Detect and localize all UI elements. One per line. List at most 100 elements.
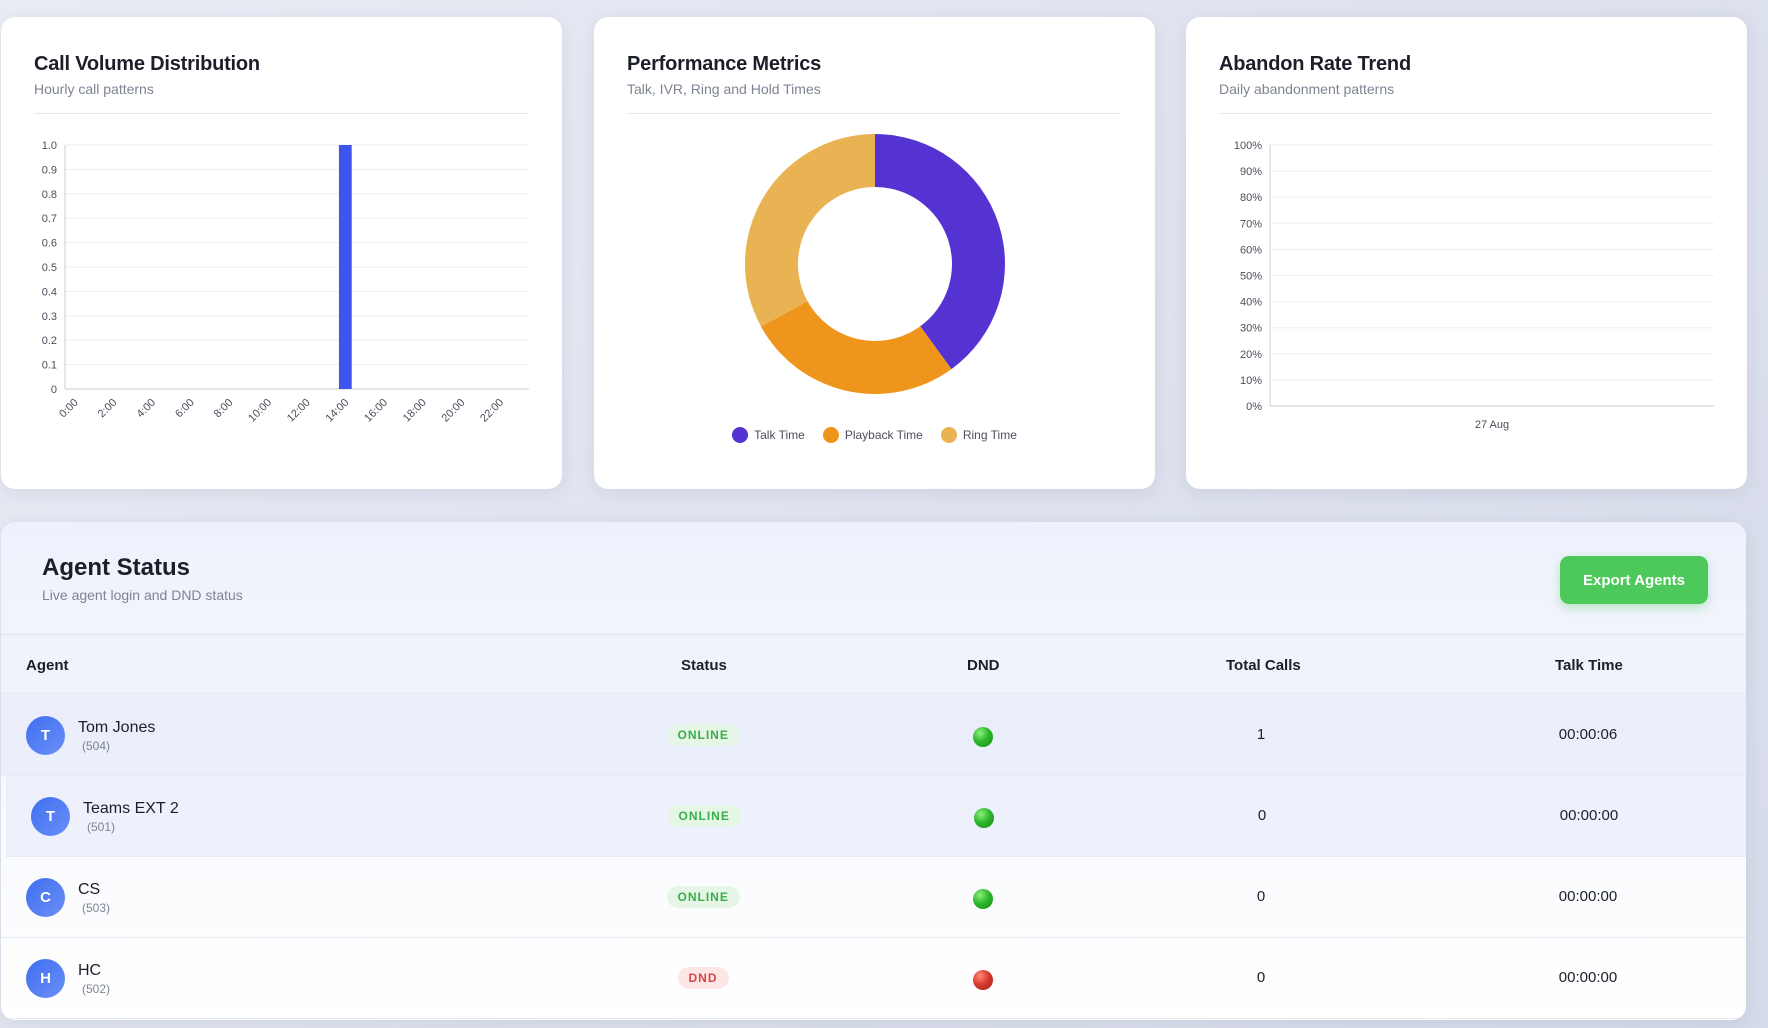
agent-extension: (503) [82,901,111,915]
y-tick-label: 0.6 [42,238,57,250]
legend-label: Talk Time [754,428,805,442]
talk-time-value: 00:00:00 [1558,969,1618,986]
performance-metrics-card: Performance Metrics Talk, IVR, Ring and … [594,17,1155,489]
y-tick-label: 50% [1240,271,1262,283]
column-header-total-calls[interactable]: Total Calls [1226,657,1301,674]
donut-slice[interactable] [761,301,952,394]
agent-status-card: Agent Status Live agent login and DND st… [1,522,1746,1020]
donut-slice[interactable] [875,134,1005,370]
section-title: Agent Status [42,554,191,581]
card-divider [1219,113,1713,114]
legend-item[interactable]: Ring Time [940,427,1017,443]
card-subtitle: Talk, IVR, Ring and Hold Times [627,81,821,97]
status-badge: ONLINE [667,805,741,827]
column-header-status[interactable]: Status [681,657,727,674]
talk-time-value: 00:00:00 [1559,807,1619,824]
card-title: Call Volume Distribution [34,53,260,75]
green-dot-icon [973,727,993,747]
call-volume-card: Call Volume Distribution Hourly call pat… [1,17,562,489]
legend-swatch [822,427,839,443]
y-tick-label: 90% [1240,166,1262,178]
x-tick-label: 27 Aug [1475,419,1509,431]
table-row[interactable]: H HC (502) DND 0 00:00:00 [1,938,1746,1019]
legend-label: Ring Time [962,428,1017,442]
talk-time-value: 00:00:06 [1558,726,1618,743]
x-tick-label: 12:00 [285,397,313,425]
agent-status-header: Agent Status Live agent login and DND st… [42,553,243,603]
performance-donut-chart [745,134,1005,394]
agent-extension: (504) [82,739,111,753]
legend-label: Playback Time [844,428,923,442]
card-title: Performance Metrics [627,53,822,75]
status-badge: ONLINE [666,886,740,908]
y-tick-label: 0.5 [42,262,57,274]
table-row[interactable]: T Teams EXT 2 (501) ONLINE 0 00:00:00 [6,776,1746,857]
column-header-dnd[interactable]: DND [967,657,1000,674]
agent-name: HC [78,962,102,979]
avatar: T [31,797,70,836]
y-tick-label: 10% [1240,375,1262,387]
agent-extension: (502) [82,982,111,996]
chart-legend: Talk Time Playback Time Ring Time [594,427,1155,443]
legend-swatch [732,427,749,443]
y-tick-label: 0.2 [42,335,57,347]
legend-item[interactable]: Talk Time [732,427,805,443]
green-dot-icon [974,808,994,828]
avatar: C [26,878,65,917]
export-agents-button[interactable]: Export Agents [1560,556,1708,604]
bar[interactable] [338,145,352,389]
column-header-talk-time[interactable]: Talk Time [1555,657,1623,674]
y-tick-label: 0% [1246,401,1262,413]
x-tick-label: 14:00 [324,397,352,425]
x-tick-label: 10:00 [246,397,274,425]
y-tick-label: 40% [1240,297,1262,309]
status-badge: ONLINE [666,724,740,746]
column-header-agent[interactable]: Agent [26,657,69,674]
card-subtitle: Daily abandonment patterns [1219,81,1395,97]
card-title: Abandon Rate Trend [1219,53,1411,75]
status-badge: DND [677,967,729,989]
card-subtitle: Hourly call patterns [34,81,154,97]
table-row[interactable]: T Tom Jones (504) ONLINE 1 00:00:06 [1,695,1746,776]
y-tick-label: 80% [1240,192,1262,204]
x-tick-label: 20:00 [440,397,468,425]
section-subtitle: Live agent login and DND status [42,587,243,603]
x-tick-label: 6:00 [173,397,197,421]
legend-swatch [940,427,957,443]
avatar: H [26,959,65,998]
total-calls-value: 0 [1257,807,1267,824]
y-tick-label: 0.7 [42,213,57,225]
x-tick-label: 18:00 [401,397,429,425]
total-calls-value: 0 [1256,969,1266,986]
y-tick-label: 0.1 [42,360,57,372]
table-row[interactable]: C CS (503) ONLINE 0 00:00:00 [1,857,1746,938]
y-tick-label: 60% [1240,244,1262,256]
y-tick-label: 20% [1240,349,1262,361]
abandon-rate-card: Abandon Rate Trend Daily abandonment pat… [1186,17,1747,489]
x-tick-label: 0:00 [57,397,81,421]
y-tick-label: 0.4 [42,286,57,298]
y-tick-label: 30% [1240,323,1262,335]
x-tick-label: 2:00 [96,397,120,421]
talk-time-value: 00:00:00 [1558,888,1618,905]
y-tick-label: 1.0 [42,140,57,152]
call-volume-chart: 0 0.1 0.2 0.3 0.4 0.5 0.6 0.7 0.8 0.9 1.0 0:00 2:00 4… [42,140,529,425]
y-tick-label: 0.8 [42,189,57,201]
x-tick-label: 16:00 [362,397,390,425]
red-dot-icon [973,970,993,990]
agent-extension: (501) [87,820,116,834]
y-tick-label: 0.9 [42,164,57,176]
table-header: Agent Status DND Total Calls Talk Time [1,634,1746,694]
total-calls-value: 0 [1256,888,1266,905]
x-tick-label: 22:00 [478,397,506,425]
total-calls-value: 1 [1256,726,1266,743]
y-tick-label: 0 [51,384,57,396]
x-tick-label: 8:00 [212,397,236,421]
green-dot-icon [973,889,993,909]
y-tick-label: 70% [1240,218,1262,230]
agent-name: Teams EXT 2 [83,800,179,817]
legend-item[interactable]: Playback Time [822,427,923,443]
avatar: T [26,716,65,755]
donut-slice[interactable] [745,134,875,327]
agent-name: Tom Jones [78,719,156,736]
